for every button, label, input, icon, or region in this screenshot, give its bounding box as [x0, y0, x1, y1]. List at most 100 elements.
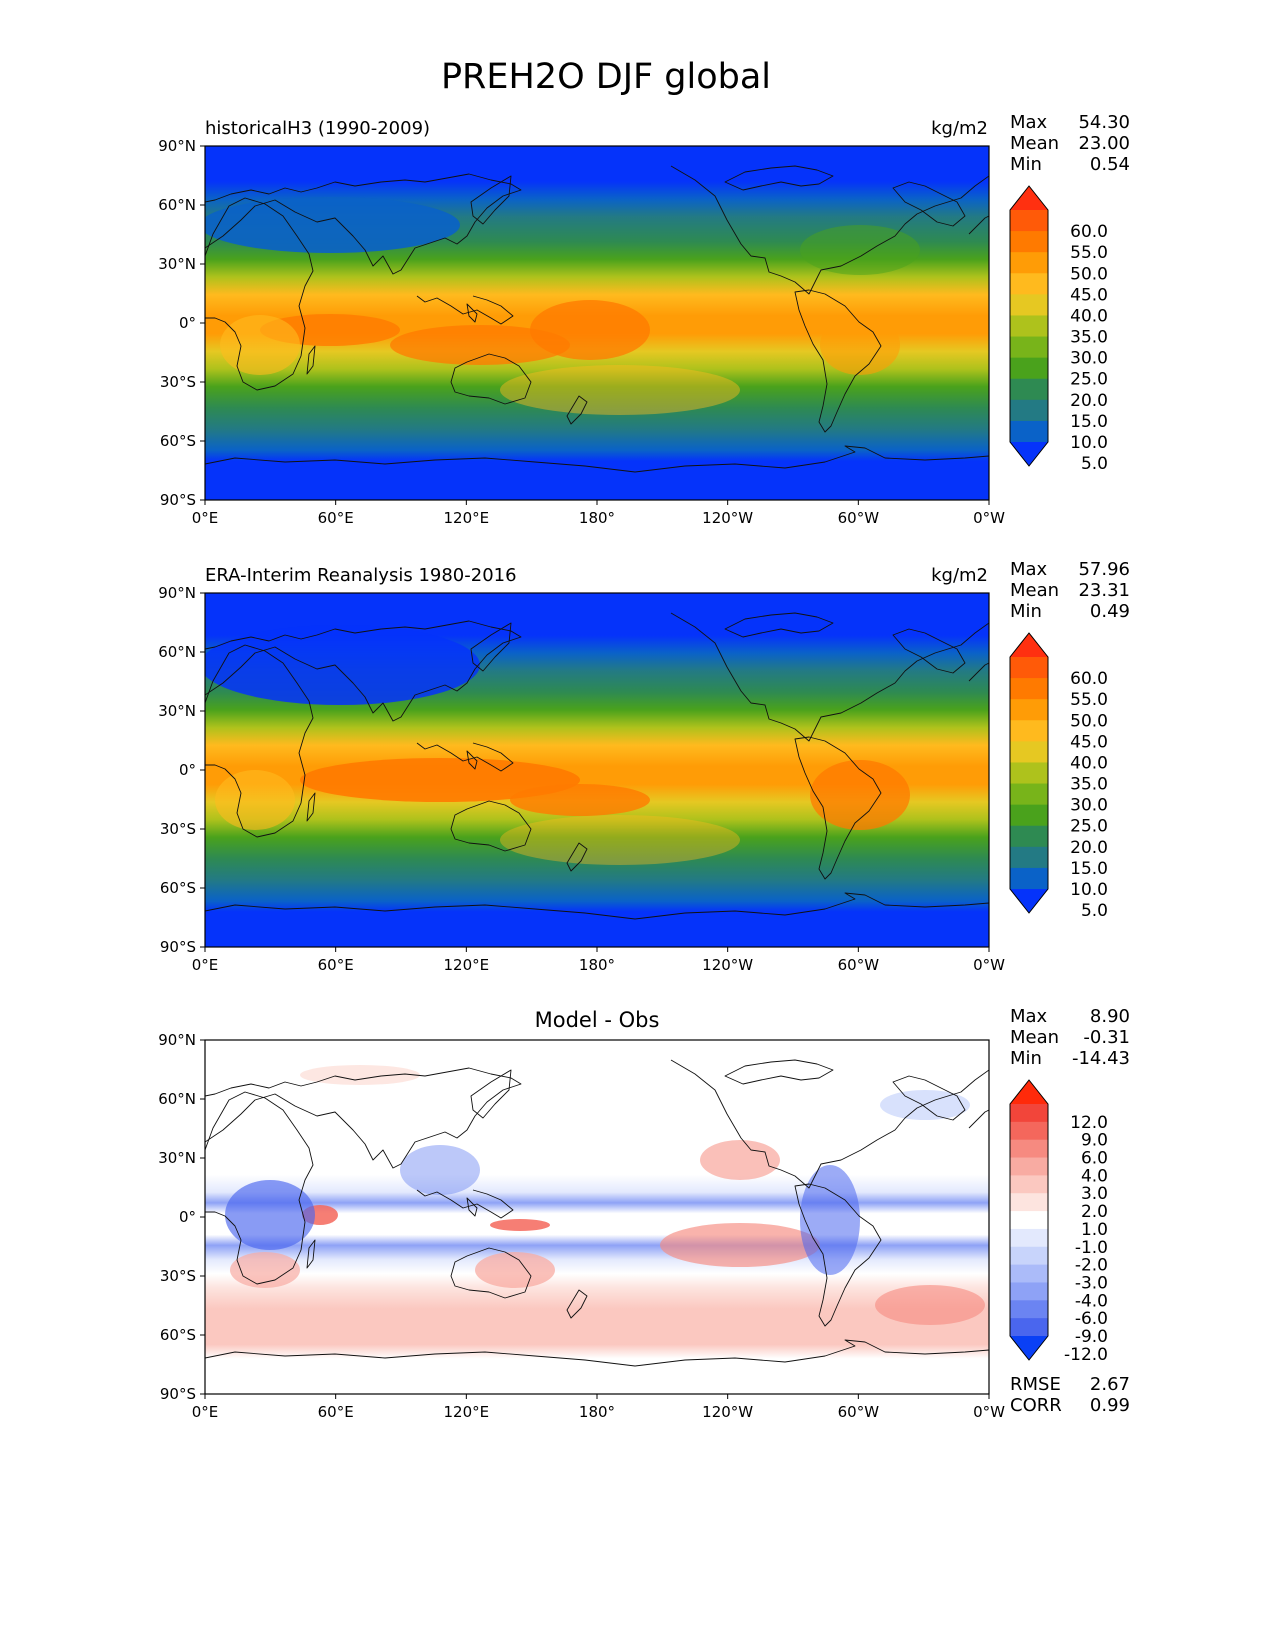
x-tick-label: 0°E: [192, 1403, 219, 1421]
colorbar-label: 35.0: [1070, 328, 1108, 348]
axis-ticks: 0°E 60°E 120°E 180° 120°W 60°W 0°W 90°N 60°N 30°N…: [158, 137, 1005, 1421]
x-tick-label: 120°W: [702, 956, 753, 974]
x-tick-label: 60°W: [838, 1403, 880, 1421]
colorbar-outline: [1009, 1079, 1049, 1361]
panel-model-left-title: historicalH3 (1990-2009): [205, 118, 430, 139]
colorbar-outline: [1009, 632, 1049, 914]
colorbar-label: 50.0: [1070, 711, 1108, 731]
figure-title: PREH2O DJF global: [441, 57, 771, 97]
x-tick-label: 120°E: [444, 956, 490, 974]
colorbar-label: -9.0: [1075, 1327, 1108, 1347]
x-tick-label: 0°W: [973, 956, 1005, 974]
x-tick-label: 180°: [579, 509, 615, 527]
colorbar-extend-bottom: [1010, 1336, 1048, 1360]
colorbar-label: 40.0: [1070, 753, 1108, 773]
colorbar-segment: [1010, 315, 1048, 338]
colorbar-label: -6.0: [1075, 1309, 1108, 1329]
colorbar-label: 25.0: [1070, 817, 1108, 837]
y-tick-label: 30°S: [160, 820, 196, 838]
colorbar-label: -3.0: [1075, 1273, 1108, 1293]
colorbar-label: 20.0: [1070, 838, 1108, 858]
colorbar-label: 20.0: [1070, 391, 1108, 411]
colorbar-segment: [1010, 846, 1048, 869]
colorbar-segment: [1010, 804, 1048, 827]
stat-value-rmse: 2.67: [1090, 1374, 1130, 1395]
colorbar-segment: [1010, 825, 1048, 848]
stat-value-min: -14.43: [1072, 1048, 1130, 1069]
y-tick-label: 0°: [179, 761, 196, 779]
colorbar-segment: [1010, 1175, 1048, 1194]
stat-value-min: 0.54: [1090, 154, 1130, 175]
stat-label-corr: CORR: [1010, 1395, 1062, 1416]
colorbar-diff: 12.09.06.04.03.02.01.0-1.0-2.0-3.0-4.0-6…: [1009, 1079, 1108, 1365]
x-tick-label: 120°E: [444, 1403, 490, 1421]
stat-value-mean: 23.00: [1078, 133, 1130, 154]
colorbar-label: 45.0: [1070, 285, 1108, 305]
colorbar-obs: 60.055.050.045.040.035.030.025.020.015.0…: [1009, 632, 1108, 921]
stat-label-max: Max: [1010, 559, 1048, 580]
colorbar-segment: [1010, 357, 1048, 380]
x-tick-label: 60°W: [838, 956, 880, 974]
y-tick-label: 90°N: [158, 584, 196, 602]
stat-value-max: 54.30: [1078, 112, 1130, 133]
colorbar-segment: [1010, 1318, 1048, 1337]
colorbar-label: 4.0: [1081, 1166, 1108, 1186]
x-tick-label: 60°W: [838, 509, 880, 527]
colorbar-label: 25.0: [1070, 370, 1108, 390]
y-tick-label: 60°N: [158, 196, 196, 214]
y-tick-label: 30°S: [160, 373, 196, 391]
y-tick-label: 0°: [179, 314, 196, 332]
y-tick-label: 30°N: [158, 1149, 196, 1167]
colorbar-segment: [1010, 678, 1048, 700]
stat-label-mean: Mean: [1010, 580, 1059, 601]
colorbar-segment: [1010, 1104, 1048, 1123]
stats-blocks: Max 54.30 Mean 23.00 Min 0.54 Max 57.96 Mean 23.3…: [1010, 112, 1130, 1416]
colorbar-model: 60.055.050.045.040.035.030.025.020.015.0…: [1009, 185, 1108, 474]
colorbar-segment: [1010, 1193, 1048, 1212]
colorbar-segment: [1010, 231, 1048, 253]
colorbar-segment: [1010, 720, 1048, 742]
x-tick-label: 0°W: [973, 509, 1005, 527]
y-tick-label: 60°S: [160, 879, 196, 897]
colorbar-label: 30.0: [1070, 796, 1108, 816]
colorbar-segment: [1010, 741, 1048, 764]
colorbar-label: 45.0: [1070, 732, 1108, 752]
stat-label-max: Max: [1010, 112, 1048, 133]
stat-label-min: Min: [1010, 1048, 1042, 1069]
y-tick-label: 60°S: [160, 1326, 196, 1344]
stat-label-rmse: RMSE: [1010, 1374, 1061, 1395]
stat-value-max: 57.96: [1078, 559, 1130, 580]
colorbar-label: -4.0: [1075, 1291, 1108, 1311]
y-tick-label: 30°N: [158, 702, 196, 720]
colorbar-segment: [1010, 1264, 1048, 1284]
colorbar-label: 6.0: [1081, 1149, 1108, 1169]
panel-diff: Model - Obs: [204, 1008, 990, 1395]
colorbar-label: 60.0: [1070, 222, 1108, 242]
y-tick-label: 90°S: [160, 938, 196, 956]
colorbar-segment: [1010, 210, 1048, 232]
stat-value-corr: 0.99: [1090, 1395, 1130, 1416]
x-tick-label: 0°W: [973, 1403, 1005, 1421]
colorbar-segment: [1010, 783, 1048, 806]
colorbar-segment: [1010, 1211, 1048, 1230]
colorbar-segment: [1010, 378, 1048, 401]
panel-model-units: kg/m2: [931, 118, 988, 139]
colorbar-extend-top: [1010, 186, 1048, 210]
y-tick-label: 0°: [179, 1208, 196, 1226]
colorbar-label: 15.0: [1070, 859, 1108, 879]
colorbar-label: 3.0: [1081, 1184, 1108, 1204]
x-tick-label: 60°E: [318, 1403, 354, 1421]
y-tick-label: 60°N: [158, 643, 196, 661]
colorbar-segment: [1010, 399, 1048, 422]
colorbar-segment: [1010, 1246, 1048, 1266]
colorbar-label: 12.0: [1070, 1113, 1108, 1133]
y-tick-label: 90°N: [158, 1031, 196, 1049]
colorbar-segment: [1010, 273, 1048, 295]
colorbar-segment: [1010, 699, 1048, 721]
colorbar-label: -2.0: [1075, 1256, 1108, 1276]
colorbar-segment: [1010, 252, 1048, 274]
y-tick-label: 60°N: [158, 1090, 196, 1108]
colorbar-label: 5.0: [1081, 454, 1108, 474]
colorbar-extend-top: [1010, 1080, 1048, 1104]
